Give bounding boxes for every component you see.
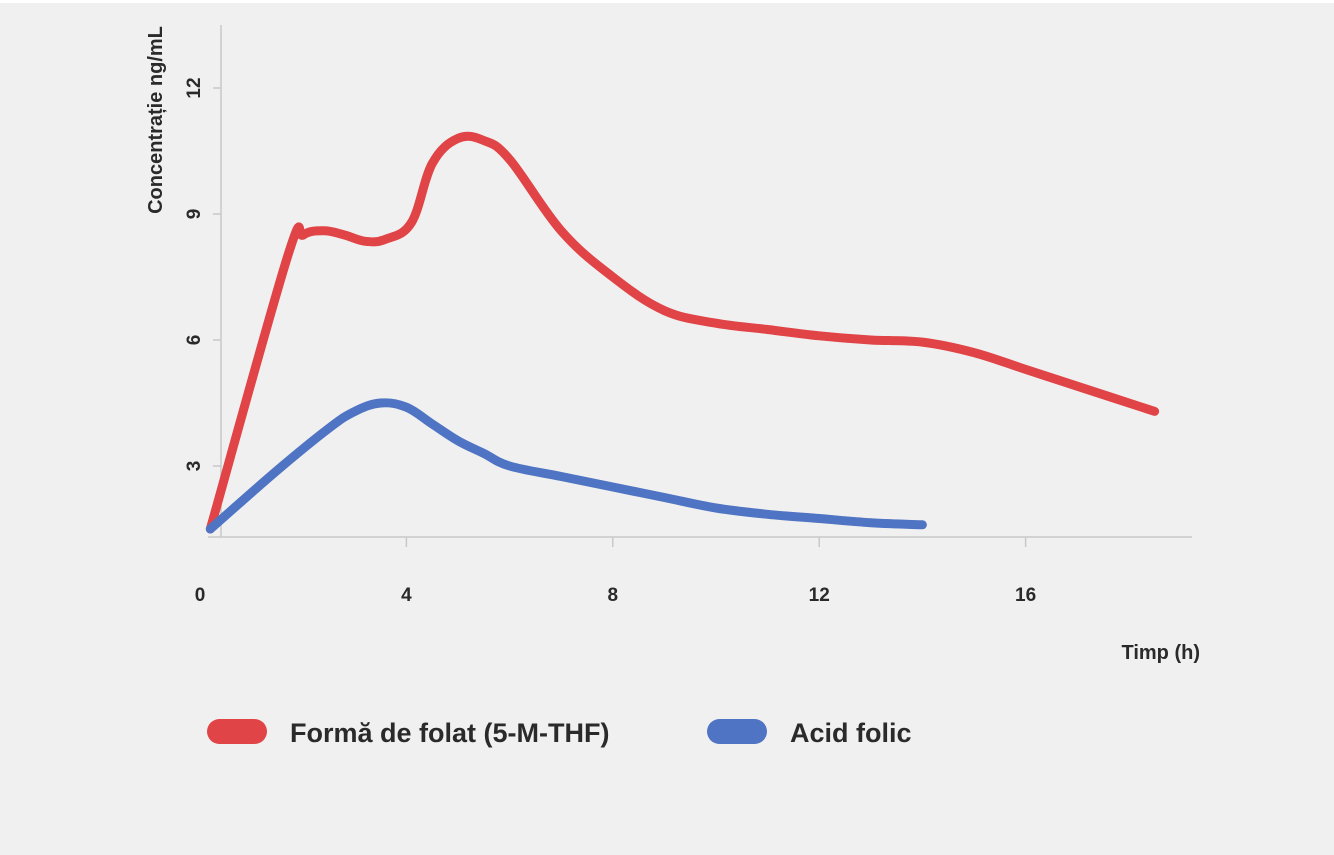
chart-background: [0, 3, 1334, 855]
series-line-folic-acid: [205, 398, 927, 534]
y-tick-label: 12: [184, 77, 205, 98]
x-tick-label: 12: [809, 585, 830, 606]
legend-swatch-folic-acid: [707, 719, 767, 744]
x-tick-label: 4: [401, 585, 412, 606]
y-tick-label: 3: [184, 461, 205, 472]
legend-swatch-folate: [207, 719, 267, 744]
x-axis-title: Timp (h): [1121, 642, 1200, 664]
y-ticks: 3 6 9 12: [184, 77, 221, 471]
y-axis-title: Concentrație ng/mL: [145, 26, 167, 214]
series-line-folate: [205, 131, 1160, 534]
legend: Formă de folat (5-M-THF) Acid folic: [207, 718, 912, 748]
legend-label-folic-acid: Acid folic: [790, 718, 912, 748]
x-tick-label: 0: [195, 585, 206, 606]
x-tick-label: 8: [608, 585, 619, 606]
y-tick-label: 6: [184, 335, 205, 346]
series-layer: [205, 131, 1160, 534]
y-tick-label: 9: [184, 209, 205, 220]
legend-item-folic-acid: Acid folic: [707, 718, 912, 748]
x-tick-label: 16: [1015, 585, 1036, 606]
x-ticks: 0 4 8 12 16: [195, 537, 1036, 606]
legend-item-folate: Formă de folat (5-M-THF): [207, 718, 609, 748]
axes: [208, 25, 1192, 538]
legend-label-folate: Formă de folat (5-M-THF): [290, 718, 609, 748]
